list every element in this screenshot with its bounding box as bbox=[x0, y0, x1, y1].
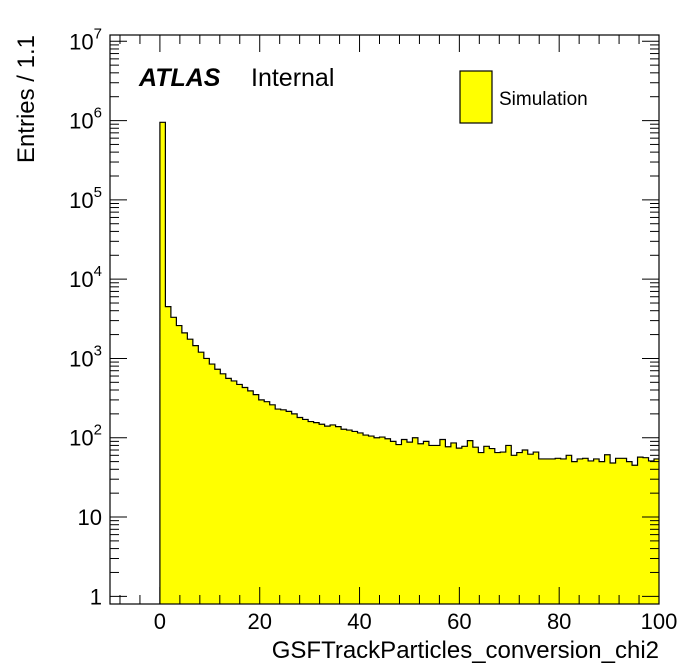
y-tick-label: 102 bbox=[69, 422, 102, 451]
histogram-fill bbox=[159, 122, 659, 605]
internal-label: Internal bbox=[251, 64, 334, 92]
y-tick-labels: 1 10 102 103 104 105 106 107 bbox=[69, 25, 102, 609]
y-tick-label: 107 bbox=[69, 25, 102, 54]
histogram-outline bbox=[159, 121, 659, 604]
y-tick-label: 106 bbox=[69, 105, 102, 134]
axis-ticks bbox=[110, 35, 660, 604]
atlas-label: ATLAS bbox=[138, 64, 221, 92]
y-tick-label: 103 bbox=[69, 342, 102, 371]
y-tick-label: 1 bbox=[90, 584, 102, 609]
x-tick-label: 0 bbox=[154, 609, 166, 634]
legend-entry-simulation: Simulation bbox=[499, 89, 588, 110]
x-tick-label: 100 bbox=[641, 609, 678, 634]
y-axis-label: Entries / 1.1 bbox=[13, 35, 40, 163]
legend: Simulation bbox=[459, 70, 588, 124]
x-tick-labels: 0 20 40 60 80 100 bbox=[154, 609, 678, 634]
legend-swatch bbox=[459, 70, 493, 124]
y-tick-label: 105 bbox=[69, 184, 102, 213]
x-tick-label: 20 bbox=[247, 609, 271, 634]
y-tick-label: 104 bbox=[69, 263, 102, 292]
x-tick-label: 80 bbox=[547, 609, 571, 634]
x-tick-label: 40 bbox=[347, 609, 371, 634]
x-tick-label: 60 bbox=[447, 609, 471, 634]
y-tick-label: 10 bbox=[78, 505, 102, 530]
x-axis-label: GSFTrackParticles_conversion_chi2 bbox=[272, 637, 659, 664]
plot-frame bbox=[109, 34, 660, 605]
